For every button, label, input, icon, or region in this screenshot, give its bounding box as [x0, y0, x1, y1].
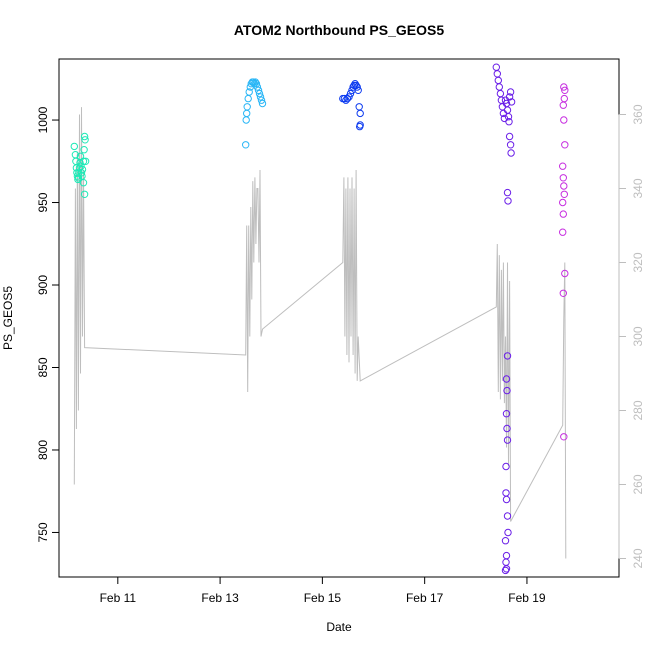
- data-point: [503, 424, 511, 433]
- data-point: [503, 188, 512, 197]
- data-point: [80, 146, 88, 154]
- data-point: [505, 93, 514, 101]
- data-point: [251, 78, 260, 86]
- y-axis: 750 800 850 900 950 1000: [36, 106, 60, 542]
- data-point: [504, 197, 512, 205]
- data-point: [560, 433, 568, 441]
- data-point: [81, 157, 90, 166]
- data-point: [560, 190, 568, 199]
- data-point: [70, 142, 79, 151]
- data-point: [502, 410, 511, 418]
- altitude-series: [73, 107, 567, 559]
- data-point: [354, 86, 362, 95]
- data-point: [352, 81, 360, 90]
- data-point: [255, 89, 264, 98]
- data-point: [505, 118, 513, 126]
- data-points: [70, 63, 569, 575]
- data-point: [356, 122, 364, 131]
- y-tick-label: 1000: [36, 106, 50, 133]
- data-point: [504, 113, 513, 121]
- y-right-tick-label: 340: [631, 178, 645, 198]
- data-point: [504, 528, 512, 537]
- data-point: [560, 116, 568, 124]
- data-point: [502, 375, 511, 383]
- y-right-tick-label: 280: [631, 400, 645, 420]
- data-point: [252, 80, 261, 88]
- data-point: [254, 86, 263, 95]
- data-point: [506, 88, 515, 96]
- data-point: [79, 157, 88, 166]
- data-point: [503, 512, 512, 520]
- data-point: [560, 83, 568, 91]
- data-point: [242, 141, 250, 149]
- data-point: [503, 436, 512, 444]
- data-point: [561, 141, 569, 149]
- data-point: [247, 80, 256, 88]
- data-point: [507, 149, 515, 157]
- data-point: [340, 94, 349, 103]
- data-point: [559, 198, 567, 207]
- x-tick-label: Feb 11: [100, 591, 137, 605]
- y-right-tick-label: 300: [631, 326, 645, 346]
- data-point: [77, 169, 86, 177]
- x-tick-label: Feb 19: [508, 591, 546, 605]
- data-point: [346, 89, 355, 98]
- data-point: [78, 165, 87, 174]
- data-point: [501, 566, 510, 575]
- x-axis-label: Date: [326, 620, 352, 634]
- data-point: [503, 386, 511, 395]
- data-point: [506, 141, 515, 149]
- y-right-tick-label: 260: [631, 474, 645, 494]
- data-point: [345, 93, 353, 101]
- data-point: [503, 352, 512, 360]
- data-point: [502, 462, 510, 471]
- data-point: [353, 83, 361, 91]
- data-point: [356, 109, 364, 118]
- data-point: [501, 537, 510, 545]
- data-point: [80, 190, 89, 199]
- data-point: [559, 162, 567, 170]
- y-tick-label: 950: [36, 192, 50, 212]
- altitude-line: [73, 107, 567, 559]
- data-point: [245, 88, 253, 96]
- y-tick-label: 750: [36, 522, 50, 542]
- data-point: [502, 495, 511, 504]
- data-point: [560, 182, 568, 190]
- y-right-tick-label: 320: [631, 252, 645, 272]
- y-right-tick-label: 360: [631, 104, 645, 124]
- data-point: [559, 101, 567, 109]
- data-point: [559, 289, 567, 297]
- data-point: [243, 103, 251, 111]
- chart-title: ATOM2 Northbound PS_GEOS5: [234, 22, 444, 38]
- data-point: [561, 86, 569, 95]
- data-point: [559, 210, 567, 218]
- data-point: [559, 174, 567, 182]
- y-axis-label: PS_GEOS5: [1, 286, 15, 350]
- data-point: [502, 565, 511, 573]
- data-point: [257, 96, 266, 104]
- data-point: [79, 179, 88, 187]
- x-axis: Feb 11 Feb 13 Feb 15 Feb 17 Feb 19: [100, 576, 546, 605]
- data-point: [81, 136, 89, 144]
- x-tick-label: Feb 15: [304, 591, 342, 605]
- data-point: [258, 99, 267, 108]
- data-point: [505, 132, 514, 141]
- y-axis-right: 240 260 280 300 320 340 360: [619, 104, 645, 569]
- data-point: [559, 228, 567, 236]
- x-tick-label: Feb 17: [406, 591, 444, 605]
- data-point: [561, 269, 569, 278]
- data-point: [507, 98, 516, 106]
- data-point: [256, 93, 265, 101]
- y-tick-label: 800: [36, 440, 50, 460]
- data-point: [253, 83, 262, 91]
- data-point: [80, 132, 89, 141]
- y-tick-label: 850: [36, 357, 50, 377]
- x-tick-label: Feb 13: [201, 591, 239, 605]
- y-right-tick-label: 240: [631, 548, 645, 568]
- y-tick-label: 900: [36, 275, 50, 295]
